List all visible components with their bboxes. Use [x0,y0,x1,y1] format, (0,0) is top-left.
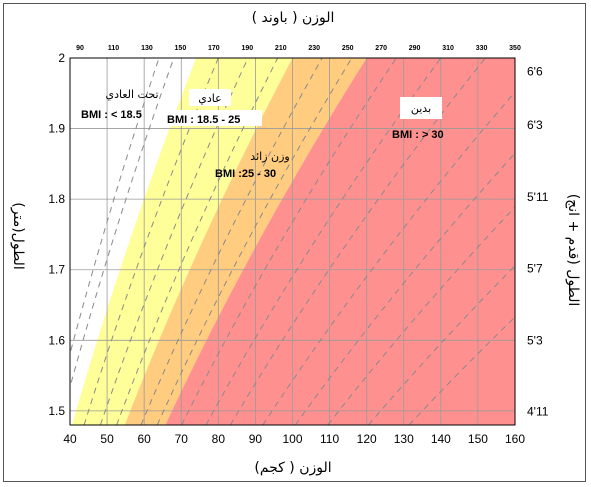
x-bottom-ticks: 40 50 60 70 80 90 100 110 120 130 140 150 160 [63,432,525,446]
x-top-ticks: 90 110 130 150 170 190 210 230 250 270 290 310 330 35… [76,45,521,52]
x-top-tick-7: 230 [308,45,320,52]
x-top-tick-13: 350 [509,45,521,52]
y-left-ticks: 1.5 1.6 1.7 1.8 1.9 2 [48,51,65,418]
x-bottom-tick-8: 120 [357,432,377,446]
x-top-axis-title: الوزن ( باوند ) [252,10,335,26]
x-bottom-axis-title: الوزن ( كجم) [254,460,331,476]
zone-label-normal-box [189,89,231,106]
x-top-tick-9: 270 [375,45,387,52]
zone-bmi-underweight: BMI : < 18.5 [81,109,142,121]
zone-bmi-normal: BMI : 18.5 - 25 [167,114,240,126]
x-top-tick-10: 290 [409,45,421,52]
dashed-bmi-line-7 [181,58,397,425]
dashed-bmi-line-10 [262,91,515,425]
plot-border [69,57,516,426]
x-top-tick-12: 330 [476,45,488,52]
zone-label-normal: عادي [198,92,221,105]
y-left-tick-3: 1.8 [48,192,65,206]
zone-area-3 [165,58,515,425]
y-left-tick-2: 1.7 [48,263,65,277]
zone-label-obese-box [400,97,442,119]
zone-bmi-normal-box [166,110,262,126]
y-right-tick-0: 4'11 [527,405,549,419]
dashed-bmi-line-9 [229,58,486,425]
dashed-bmi-line-12 [327,206,515,425]
dashed-bmi-line-1 [70,58,175,389]
y-right-tick-2: 5'7 [527,261,543,275]
x-bottom-tick-11: 150 [468,432,488,446]
zone-label-overweight: وزن زائد [250,150,289,163]
y-left-tick-1: 1.6 [48,333,65,347]
y-right-tick-5: 6'6 [527,64,543,78]
y-left-tick-0: 1.5 [48,404,65,418]
x-top-tick-3: 150 [175,45,187,52]
y-right-tick-3: 5'11 [527,190,549,204]
dashed-bmi-line-5 [140,58,323,425]
y-right-ticks: 4'11 5'3 5'7 5'11 6'3 6'6 [527,64,549,418]
zone-label-obese: بدين [411,102,431,115]
bmi-zones [70,58,515,425]
y-left-axis-title: الطول(متر) [10,202,26,269]
y-right-tick-1: 5'3 [527,333,543,347]
x-bottom-tick-10: 140 [431,432,451,446]
dashed-bmi-line-6 [156,58,353,425]
y-left-tick-5: 2 [58,51,65,65]
x-bottom-tick-4: 80 [212,432,226,446]
zone-area-1 [71,58,293,425]
x-top-tick-5: 190 [241,45,253,52]
x-bottom-tick-2: 60 [137,432,151,446]
x-top-tick-4: 170 [208,45,220,52]
x-top-tick-1: 110 [108,45,119,52]
x-bottom-tick-1: 50 [100,432,114,446]
zone-area-0 [70,58,197,425]
x-top-tick-6: 210 [275,45,287,52]
dashed-bmi-line-0 [70,58,160,356]
x-bottom-tick-12: 160 [505,432,525,446]
zone-bmi-overweight: BMI :25 - 30 [215,168,276,180]
zone-area-2 [124,58,367,425]
dashed-bmi-line-13 [368,265,515,425]
y-right-tick-4: 6'3 [527,118,543,132]
y-left-tick-4: 1.9 [48,122,65,136]
y-right-axis-title: الطول (قدم + انج) [565,194,581,307]
x-top-tick-2: 130 [141,45,153,52]
x-bottom-tick-9: 130 [394,432,414,446]
x-bottom-tick-6: 100 [282,432,302,446]
x-bottom-tick-7: 110 [320,432,339,446]
x-top-tick-11: 310 [442,45,454,52]
x-top-tick-0: 90 [76,45,84,52]
dashed-bmi-line-8 [205,58,442,425]
x-bottom-tick-5: 90 [249,432,263,446]
x-top-tick-8: 250 [342,45,354,52]
x-bottom-tick-0: 40 [63,432,77,446]
dashed-bmi-line-11 [294,152,515,425]
x-bottom-tick-3: 70 [175,432,189,446]
zone-label-underweight: تحت العادي [105,88,158,101]
zone-bmi-obese: BMI : > 30 [392,129,444,141]
